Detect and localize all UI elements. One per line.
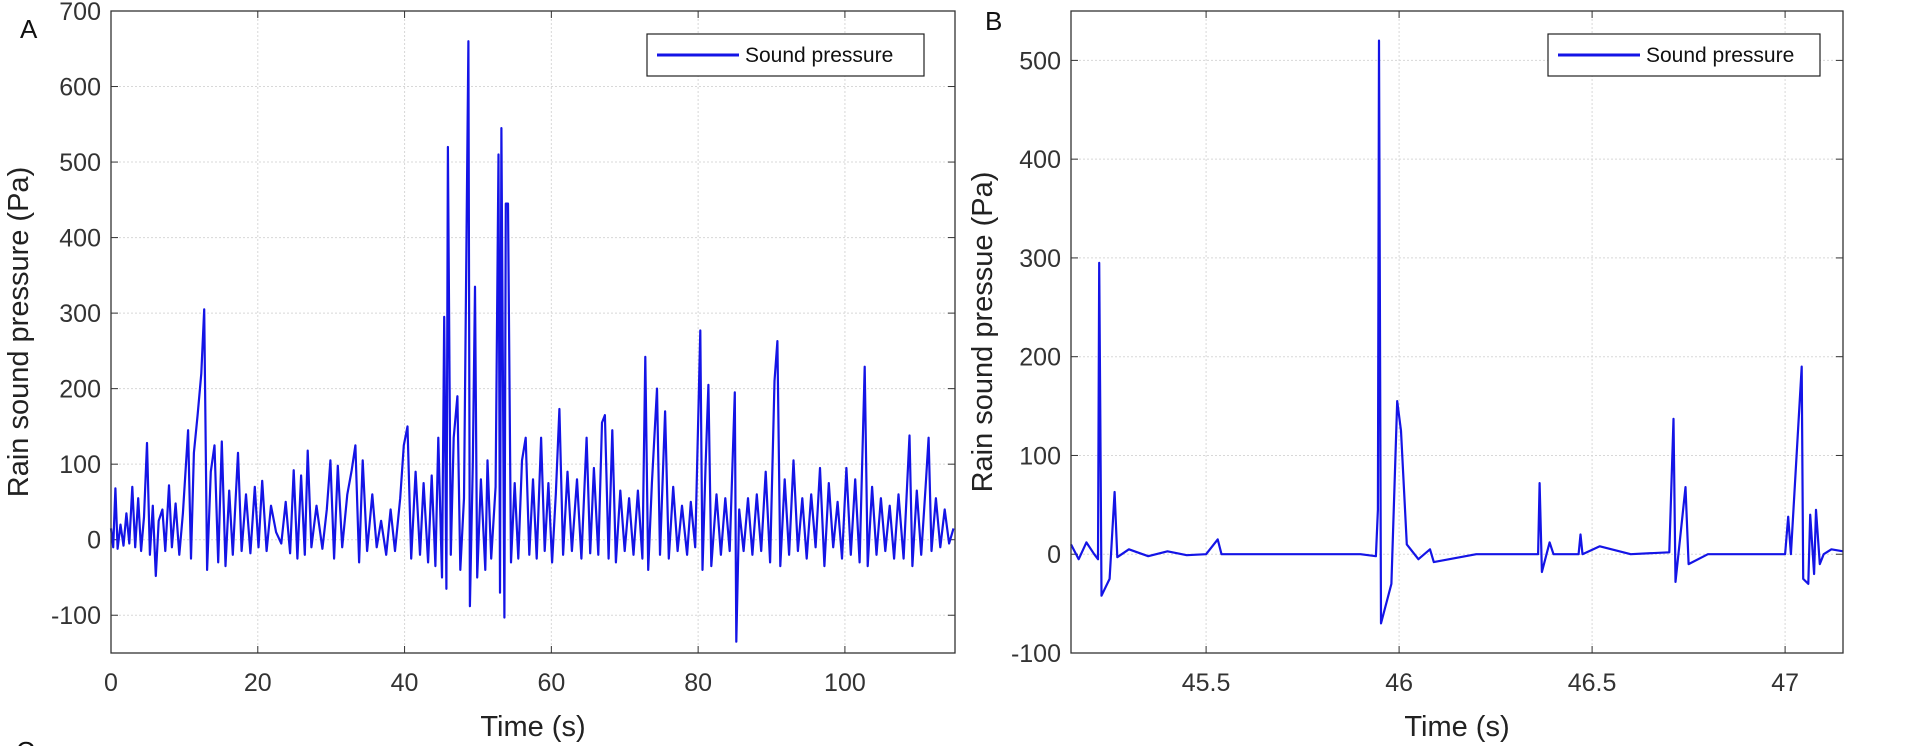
- y-tick-label: -100: [51, 602, 101, 630]
- axes-box: [110, 10, 956, 654]
- x-tick-label: 100: [824, 669, 866, 697]
- panel-label-c: C: [16, 736, 35, 746]
- x-tick-label: 40: [391, 669, 419, 697]
- x-tick-label: 80: [684, 669, 712, 697]
- y-tick-label: 300: [1019, 245, 1061, 273]
- y-tick-label: 700: [59, 0, 101, 26]
- y-tick-label: -100: [1011, 640, 1061, 668]
- y-tick-label: 0: [87, 527, 101, 555]
- y-tick-label: 100: [59, 451, 101, 479]
- x-tick-label: 0: [104, 669, 118, 697]
- x-tick-label: 46: [1385, 669, 1413, 697]
- x-tick-label: 20: [244, 669, 272, 697]
- panel-label-b: B: [985, 6, 1002, 36]
- series-line-sound-pressure: [1070, 39, 1844, 625]
- y-tick-label: 600: [59, 74, 101, 102]
- y-tick-label: 400: [1019, 146, 1061, 174]
- legend: Sound pressure: [1547, 33, 1821, 77]
- y-tick-label: 200: [59, 376, 101, 404]
- plot-area: [111, 11, 955, 653]
- legend-entry-label: Sound pressure: [1646, 44, 1794, 67]
- plot-panel-a: 0 20 40 60 80 100 -100 0 100 200 300 400 500 600 700 Ti…: [3, 0, 956, 743]
- legend-entry-label: Sound pressure: [745, 44, 893, 67]
- panel-label-a: A: [20, 14, 38, 44]
- y-axis-title: Rain sound pressue (Pa): [967, 172, 999, 493]
- y-tick-label: 500: [59, 149, 101, 177]
- y-tick-label: 100: [1019, 442, 1061, 470]
- series-line-sound-pressure: [109, 40, 955, 643]
- y-tick-label: 200: [1019, 344, 1061, 372]
- y-tick-label: 300: [59, 300, 101, 328]
- y-tick-label: 500: [1019, 47, 1061, 75]
- legend: Sound pressure: [646, 33, 925, 77]
- y-tick-label: 400: [59, 225, 101, 253]
- x-axis-title: Time (s): [480, 711, 585, 743]
- plot-area: [1071, 11, 1843, 653]
- y-tick-label: 0: [1047, 541, 1061, 569]
- x-tick-label: 45.5: [1182, 669, 1231, 697]
- y-axis-title: Rain sound pressure (Pa): [3, 167, 35, 497]
- x-tick-label: 60: [537, 669, 565, 697]
- x-axis-title: Time (s): [1404, 711, 1509, 743]
- plot-panel-b: 45.5 46 46.5 47 -100 0 100 200 300 400 500 Time (s)…: [967, 10, 1844, 743]
- axes-box: [1070, 10, 1844, 654]
- x-tick-label: 47: [1771, 669, 1799, 697]
- x-tick-label: 46.5: [1568, 669, 1617, 697]
